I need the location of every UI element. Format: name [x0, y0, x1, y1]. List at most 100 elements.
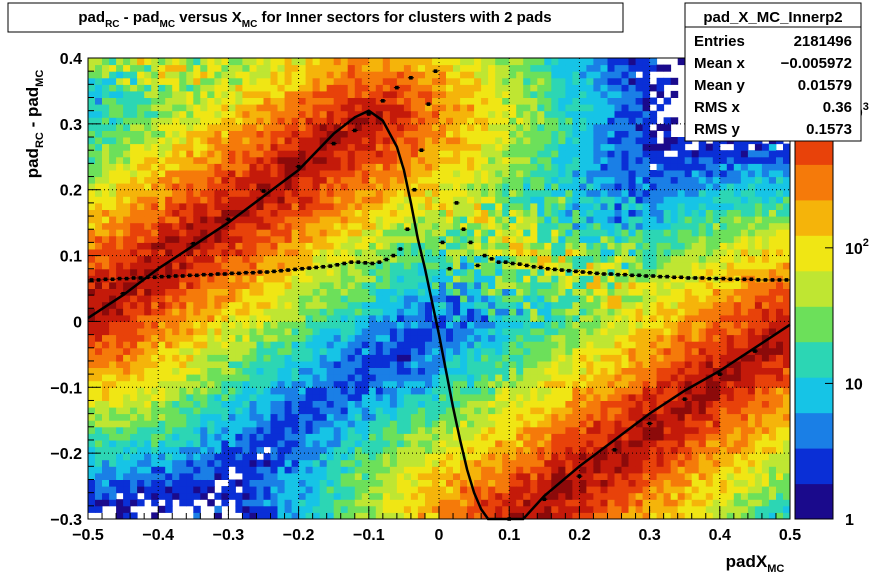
- heatmap-cell: [425, 58, 433, 66]
- heatmap-cell: [551, 426, 559, 434]
- heatmap-cell: [172, 97, 180, 105]
- heatmap-cell: [116, 301, 124, 309]
- heatmap-cell: [102, 446, 110, 454]
- heatmap-cell: [200, 150, 208, 158]
- heatmap-cell: [263, 176, 271, 184]
- heatmap-cell: [509, 295, 517, 303]
- heatmap-cell: [474, 512, 482, 520]
- heatmap-cell: [137, 420, 145, 428]
- heatmap-cell: [417, 314, 426, 322]
- heatmap-cell: [368, 380, 377, 388]
- heatmap-cell: [158, 84, 166, 92]
- heatmap-cell: [277, 295, 285, 303]
- heatmap-cell: [284, 176, 293, 184]
- heatmap-cell: [291, 249, 300, 257]
- heatmap-cell: [130, 360, 138, 368]
- heatmap-cell: [403, 222, 412, 230]
- heatmap-cell: [88, 420, 96, 428]
- heatmap-cell: [579, 374, 587, 382]
- heatmap-cell: [389, 321, 398, 329]
- heatmap-cell: [361, 150, 370, 158]
- heatmap-cell: [333, 314, 342, 322]
- heatmap-cell: [109, 479, 117, 487]
- heatmap-cell: [242, 275, 250, 283]
- heatmap-cell: [284, 189, 293, 197]
- heatmap-cell: [537, 512, 545, 520]
- heatmap-cell: [354, 314, 363, 322]
- heatmap-cell: [495, 143, 503, 151]
- heatmap-cell: [446, 104, 454, 112]
- heatmap-cell: [467, 446, 475, 454]
- heatmap-cell: [439, 407, 447, 415]
- heatmap-cell: [417, 170, 426, 178]
- heatmap-cell: [102, 77, 110, 85]
- heatmap-cell: [256, 426, 264, 434]
- heatmap-cell: [116, 242, 124, 250]
- heatmap-cell: [509, 347, 517, 355]
- heatmap-cell: [488, 130, 496, 138]
- heatmap-cell: [116, 196, 124, 204]
- heatmap-cell: [488, 71, 496, 79]
- heatmap-cell: [158, 426, 166, 434]
- heatmap-cell: [523, 486, 531, 494]
- heatmap-cell: [551, 150, 559, 158]
- heatmap-cell: [333, 229, 342, 237]
- heatmap-cell: [291, 354, 300, 362]
- heatmap-cell: [319, 189, 328, 197]
- heatmap-cell: [347, 360, 356, 368]
- heatmap-cell: [417, 235, 426, 243]
- heatmap-cell: [263, 137, 271, 145]
- heatmap-cell: [333, 84, 342, 92]
- heatmap-cell: [453, 202, 461, 210]
- heatmap-cell: [207, 189, 215, 197]
- heatmap-cell: [446, 123, 454, 131]
- heatmap-cell: [403, 202, 412, 210]
- heatmap-cell: [446, 486, 454, 494]
- heatmap-cell: [333, 143, 342, 151]
- heatmap-cell: [249, 499, 257, 507]
- heatmap-cell: [151, 426, 159, 434]
- heatmap-cell: [460, 426, 468, 434]
- heatmap-cell: [116, 268, 124, 276]
- heatmap-cell: [347, 71, 356, 79]
- heatmap-cell: [354, 341, 363, 349]
- heatmap-cell: [200, 347, 208, 355]
- heatmap-cell: [403, 426, 412, 434]
- heatmap-cell: [200, 295, 208, 303]
- heatmap-cell: [249, 196, 257, 204]
- heatmap-cell: [495, 466, 503, 474]
- heatmap-cell: [256, 479, 264, 487]
- heatmap-cell: [319, 242, 328, 250]
- heatmap-cell: [102, 400, 110, 408]
- heatmap-cell: [453, 314, 461, 322]
- heatmap-cell: [123, 130, 131, 138]
- heatmap-cell: [298, 143, 307, 151]
- heatmap-cell: [396, 479, 405, 487]
- heatmap-cell: [467, 393, 475, 401]
- heatmap-cell: [347, 229, 356, 237]
- heatmap-cell: [481, 202, 489, 210]
- heatmap-cell: [326, 486, 335, 494]
- heatmap-cell: [214, 374, 222, 382]
- heatmap-cell: [270, 110, 278, 118]
- heatmap-cell: [551, 459, 559, 467]
- heatmap-cell: [298, 189, 307, 197]
- heatmap-cell: [298, 314, 307, 322]
- heatmap-cell: [565, 249, 573, 257]
- heatmap-cell: [467, 341, 475, 349]
- heatmap-cell: [200, 123, 208, 131]
- heatmap-cell: [403, 242, 412, 250]
- heatmap-cell: [544, 426, 552, 434]
- heatmap-cell: [375, 453, 384, 461]
- heatmap-cell: [277, 492, 285, 500]
- heatmap-cell: [481, 380, 489, 388]
- heatmap-cell: [186, 301, 194, 309]
- heatmap-cell: [453, 301, 461, 309]
- heatmap-cell: [179, 84, 187, 92]
- heatmap-cell: [516, 202, 524, 210]
- heatmap-cell: [277, 321, 285, 329]
- heatmap-cell: [130, 400, 138, 408]
- heatmap-cell: [242, 420, 250, 428]
- heatmap-cell: [382, 163, 391, 171]
- heatmap-cell: [481, 156, 489, 164]
